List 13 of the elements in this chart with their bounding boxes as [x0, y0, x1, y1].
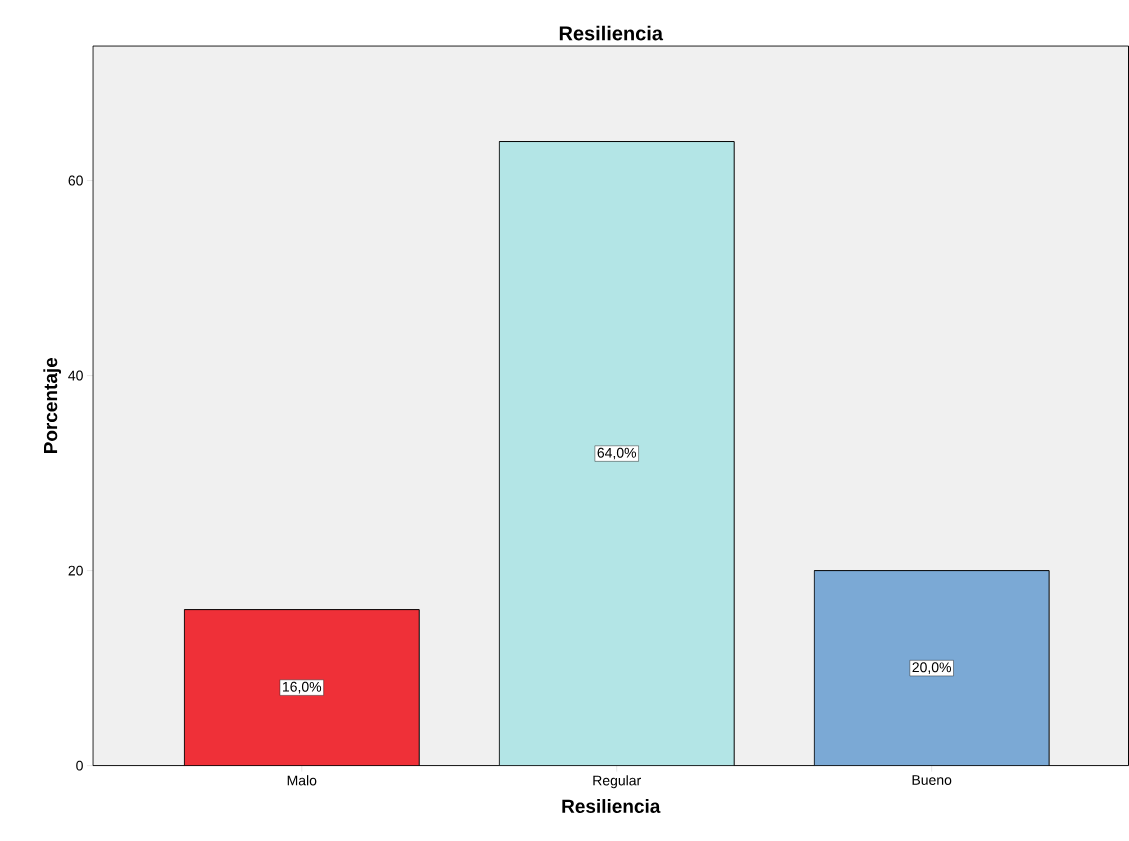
data-label: 20,0% [912, 662, 951, 675]
x-tick-label: Malo [287, 775, 317, 786]
y-tick-label: 0 [76, 760, 83, 771]
x-axis-title: Resiliencia [562, 799, 661, 814]
chart-title: Resiliencia [559, 25, 664, 41]
data-label: 16,0% [283, 682, 322, 694]
x-tick-label: Regular [593, 775, 641, 789]
y-tick-label: 20 [68, 565, 83, 576]
data-label: 64,0% [597, 448, 637, 460]
y-tick-label: 60 [68, 175, 83, 186]
y-tick-label: 40 [68, 370, 83, 381]
x-tick-label: Bueno [912, 775, 952, 786]
y-axis-title: Porcentaje [43, 358, 61, 454]
